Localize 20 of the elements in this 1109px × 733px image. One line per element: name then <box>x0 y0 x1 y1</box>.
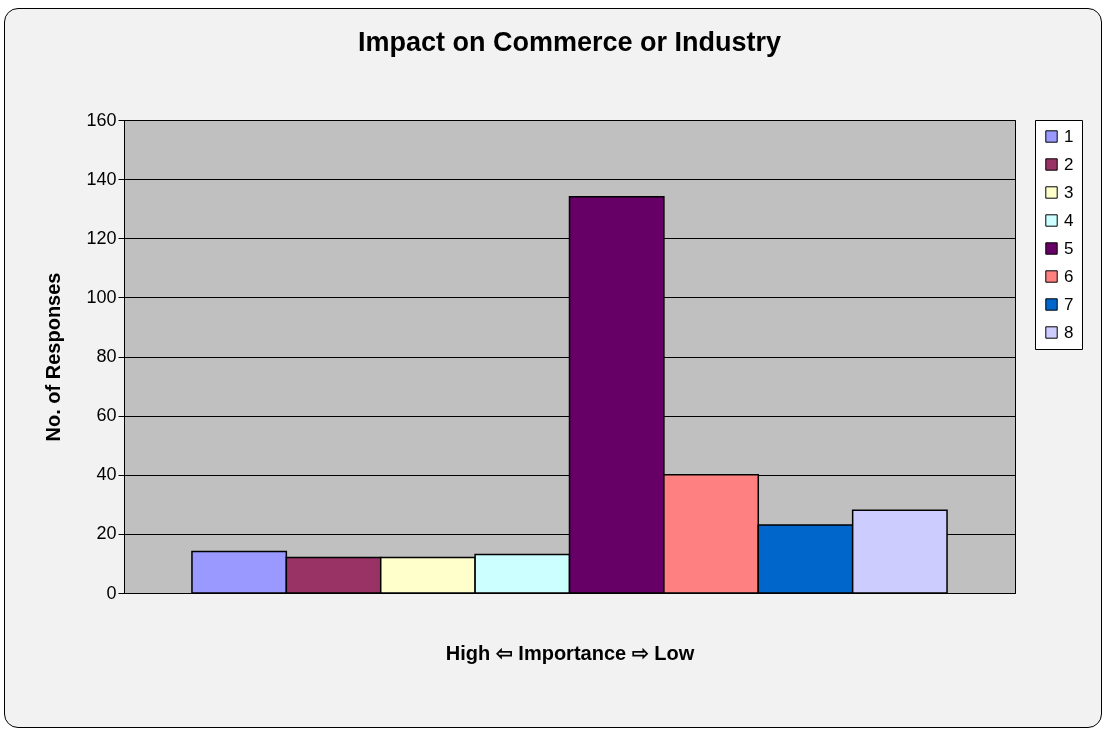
y-tick-label: 80 <box>96 346 117 366</box>
y-axis-title: No. of Responses <box>42 272 65 442</box>
legend-label: 2 <box>1064 154 1074 174</box>
y-tick-label: 140 <box>86 168 117 189</box>
legend-label: 3 <box>1064 182 1074 202</box>
chart-title: Impact on Commerce or Industry <box>357 27 782 57</box>
y-tick-label: 160 <box>86 109 117 130</box>
y-tick-label: 100 <box>86 286 117 307</box>
legend-label: 8 <box>1064 322 1074 342</box>
legend-label: 6 <box>1064 266 1074 286</box>
legend-label: 5 <box>1064 238 1074 258</box>
y-tick-label: 20 <box>96 523 117 544</box>
y-tick-label: 120 <box>86 227 117 248</box>
y-tick-label: 60 <box>96 405 117 426</box>
legend-label: 1 <box>1064 126 1074 146</box>
y-tick-label: 0 <box>106 582 117 603</box>
legend-label: 4 <box>1064 210 1074 230</box>
x-axis-title: High ⇦ Importance ⇨ Low <box>445 641 695 664</box>
y-tick-label: 40 <box>96 464 117 485</box>
legend-label: 7 <box>1064 294 1074 314</box>
